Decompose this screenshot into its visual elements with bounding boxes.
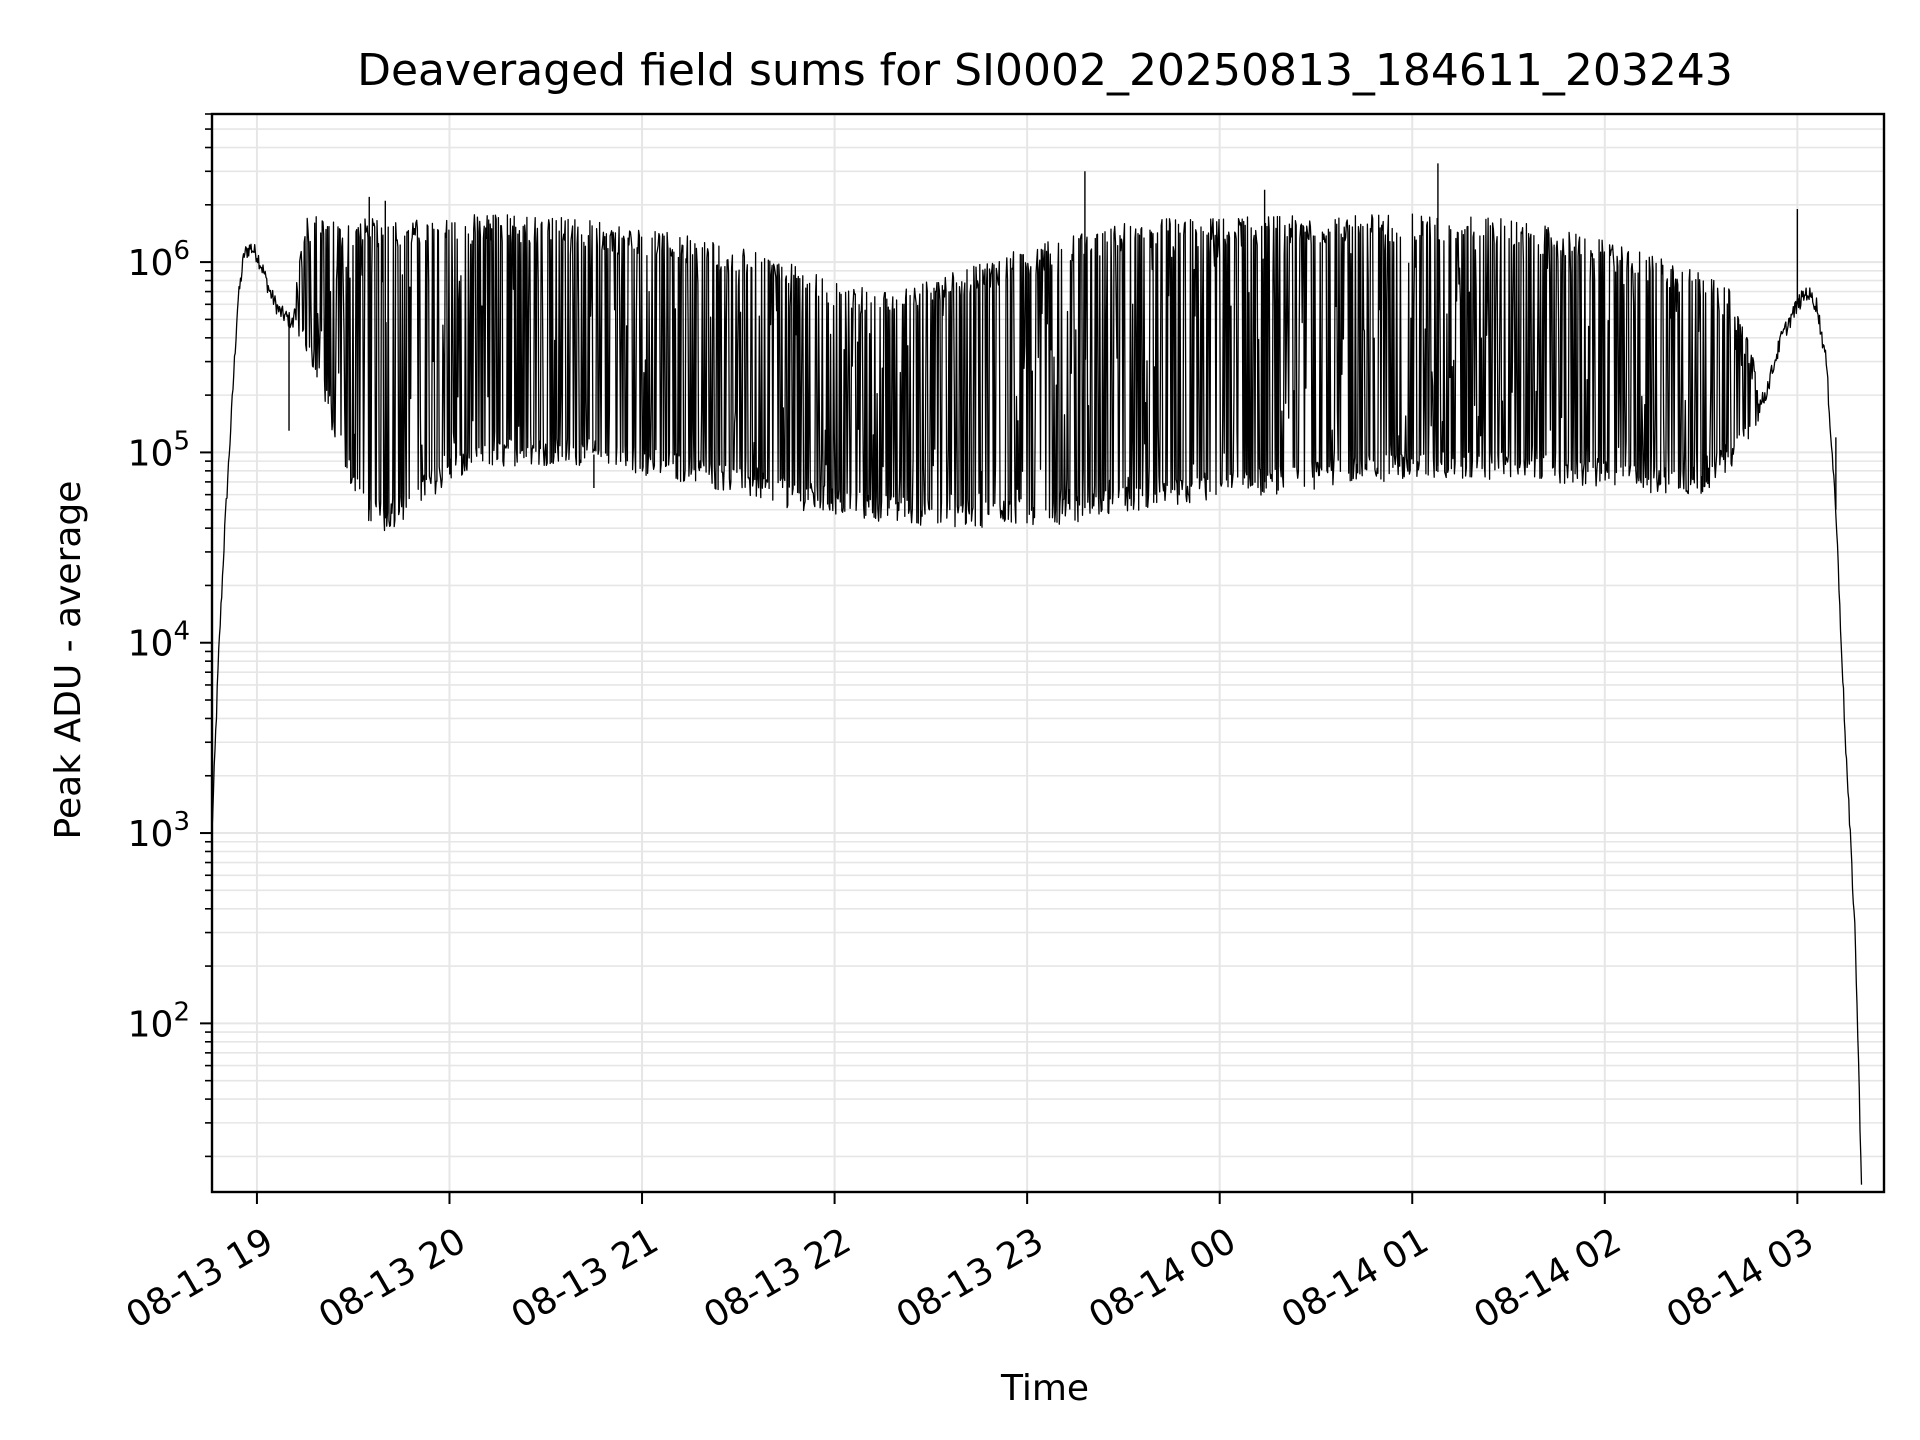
series-line — [211, 213, 1863, 1185]
x-axis-label: Time — [1000, 1368, 1089, 1409]
y-tick-label: 102 — [128, 997, 190, 1045]
plot-area-frame — [210, 112, 1886, 1194]
y-tick-label: 104 — [128, 617, 190, 665]
y-tick-label: 106 — [128, 236, 190, 284]
y-axis-ticks: 102 103 104 105 106 — [128, 113, 212, 1158]
y-axis-label: Peak ADU - average — [48, 481, 89, 840]
chart-title: Deaveraged field sums for SI0002_2025081… — [357, 45, 1733, 96]
series-line-group — [211, 163, 1863, 1185]
y-tick-label: 103 — [128, 807, 190, 855]
y-tick-label: 105 — [128, 426, 190, 474]
